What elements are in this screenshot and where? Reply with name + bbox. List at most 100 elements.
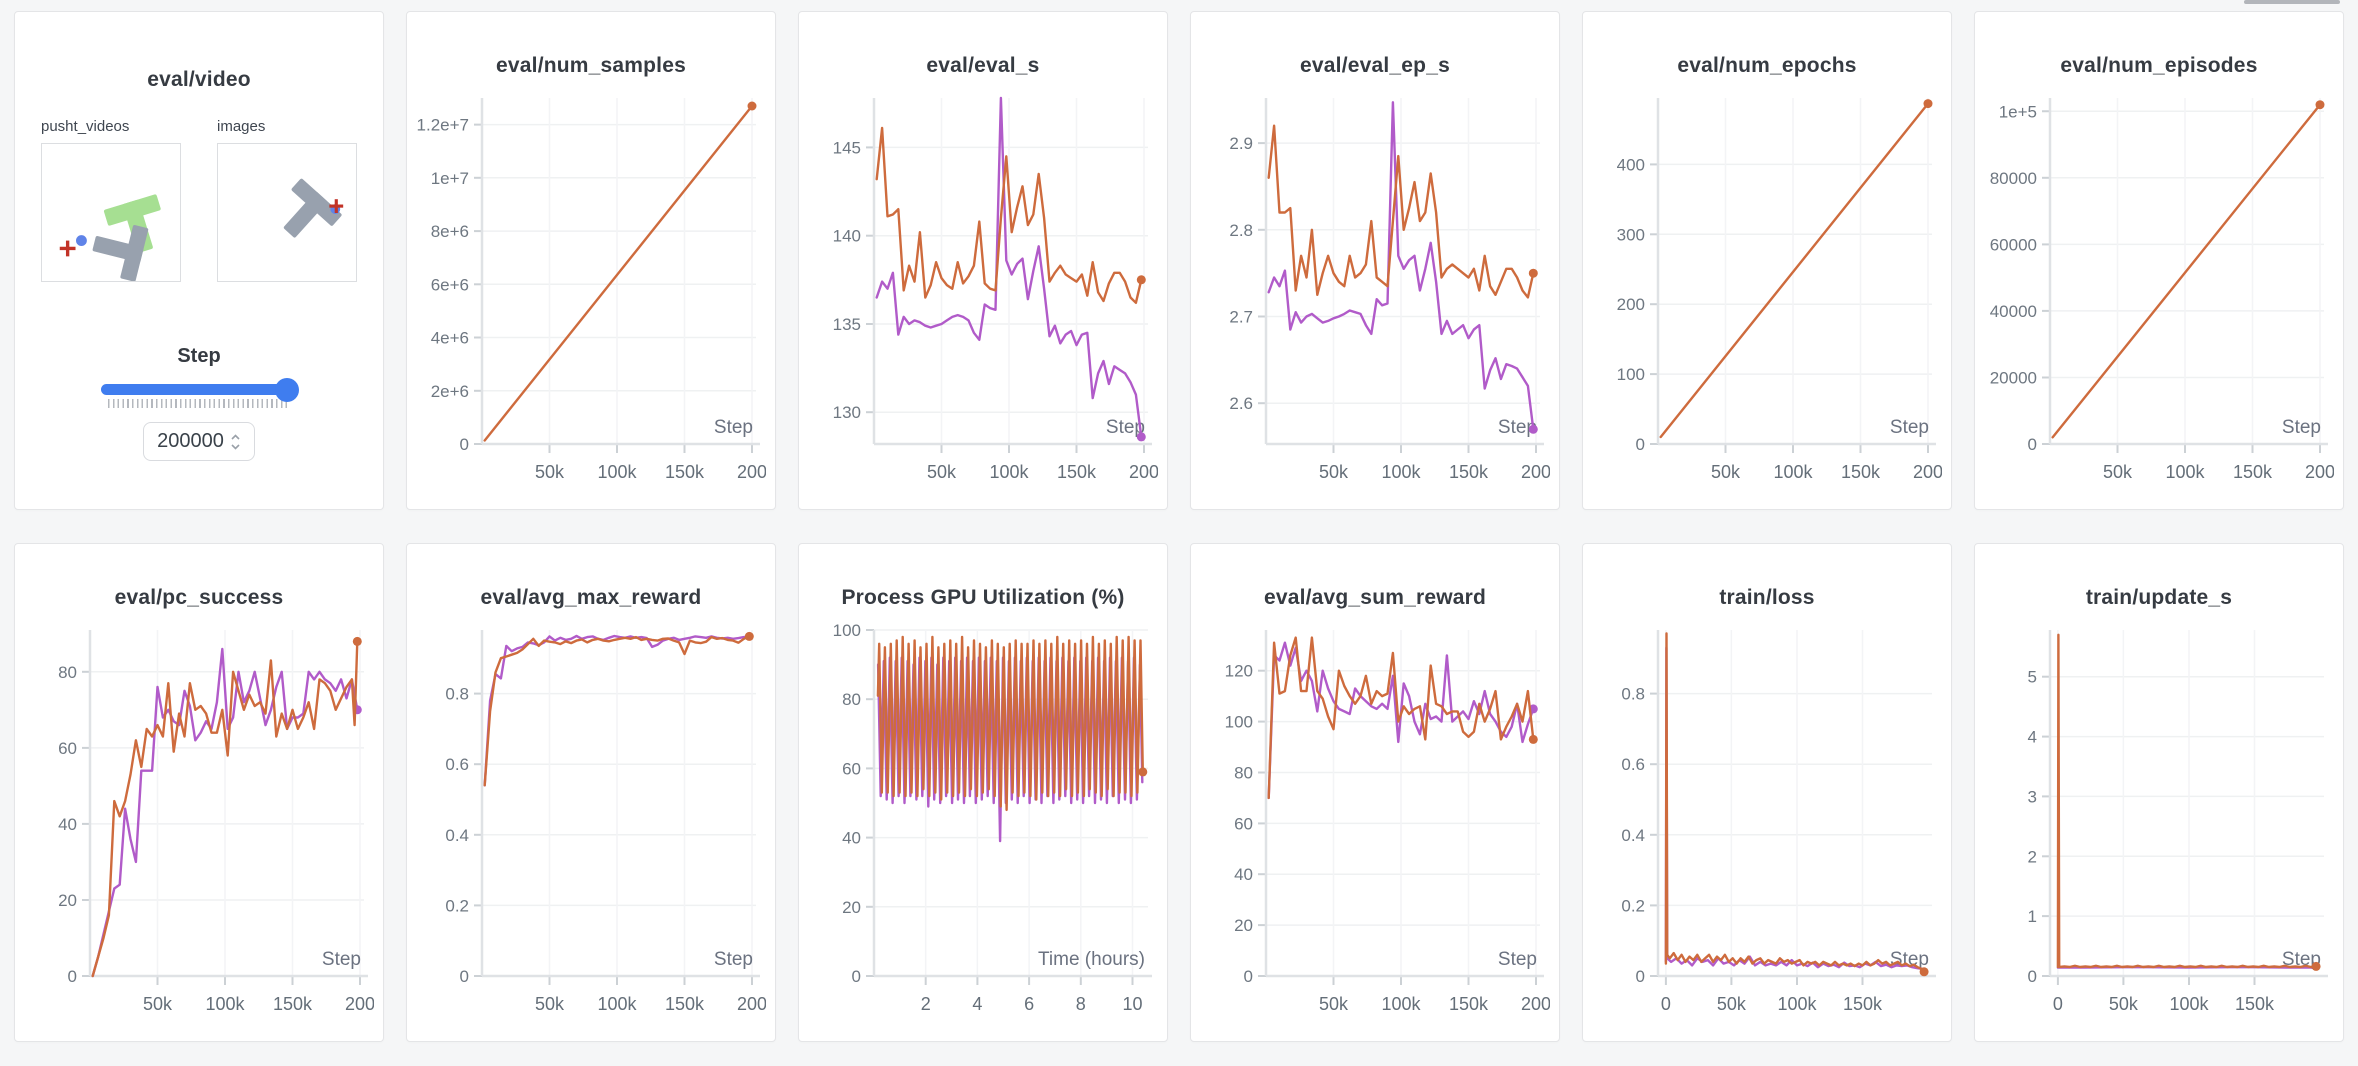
panel-title: eval/video (147, 68, 251, 91)
svg-text:0: 0 (1244, 967, 1253, 986)
chart-panel-gpu-utilization[interactable]: Process GPU Utilization (%) 0 20 40 60 80 100… (798, 543, 1168, 1042)
svg-text:0: 0 (852, 967, 861, 986)
chart-panel-avg-max-reward[interactable]: eval/avg_max_reward 0 0.2 0.4 0.6 0.8 50k 100k… (406, 543, 776, 1042)
svg-text:100: 100 (1225, 713, 1253, 732)
media-label: pusht_videos (41, 118, 130, 135)
chart-panel-eval-ep-s[interactable]: eval/eval_ep_s 2.6 2.7 2.8 2.9 50k 100k 150k 20… (1190, 11, 1560, 510)
step-slider[interactable] (101, 377, 299, 408)
svg-text:300: 300 (1617, 225, 1645, 244)
svg-text:100k: 100k (2169, 994, 2209, 1014)
svg-text:0: 0 (2053, 994, 2063, 1014)
svg-text:40: 40 (1234, 865, 1253, 884)
svg-text:100k: 100k (205, 994, 245, 1014)
slider-track[interactable] (101, 377, 299, 402)
svg-text:200: 200 (1521, 462, 1550, 482)
video-panel[interactable]: eval/video pusht_videos (14, 11, 384, 510)
svg-text:Step: Step (2282, 949, 2321, 970)
step-control: Step 200000 (15, 345, 383, 461)
svg-text:100k: 100k (1773, 462, 1813, 482)
svg-text:150k: 150k (2233, 462, 2273, 482)
svg-text:1: 1 (2028, 907, 2037, 926)
chart-canvas[interactable]: 0 2e+6 4e+6 6e+6 8e+6 1e+7 1.2e+7 50k 100k 150k 20… (416, 92, 767, 502)
chart-title: train/loss (1719, 586, 1815, 609)
svg-text:6e+6: 6e+6 (431, 275, 469, 294)
svg-text:150k: 150k (273, 994, 313, 1014)
agent-dot (76, 235, 87, 247)
chart-canvas[interactable]: 0 1 2 3 4 5 0 50k 100k 150k Step (1984, 624, 2334, 1034)
chart-canvas[interactable]: 0 20000 40000 60000 80000 1e+5 50k 100k 150k 200 S… (1984, 92, 2335, 502)
svg-text:100k: 100k (1777, 994, 1817, 1014)
svg-text:2: 2 (921, 994, 931, 1014)
svg-text:2.6: 2.6 (1229, 394, 1253, 413)
chart-canvas[interactable]: 0 20 40 60 80 100 2 4 6 8 10 Time (hours) (808, 621, 1158, 1034)
pusht-video-thumbnail[interactable] (41, 143, 181, 282)
svg-text:4: 4 (972, 994, 982, 1014)
svg-text:20: 20 (1234, 916, 1253, 935)
svg-text:50k: 50k (1711, 462, 1741, 482)
svg-text:80000: 80000 (1990, 169, 2037, 188)
chart-canvas[interactable]: 0 20 40 60 80 50k 100k 150k 200 Step (24, 624, 375, 1034)
svg-text:100k: 100k (989, 462, 1029, 482)
spinner-arrows-icon[interactable] (230, 432, 241, 452)
svg-text:5: 5 (2028, 668, 2037, 687)
svg-text:100: 100 (1617, 365, 1645, 384)
svg-text:2.8: 2.8 (1229, 221, 1253, 240)
svg-text:40000: 40000 (1990, 302, 2037, 321)
svg-text:60: 60 (58, 739, 77, 758)
svg-text:0: 0 (68, 967, 77, 986)
chart-canvas[interactable]: 0 100 200 300 400 50k 100k 150k 200 Step (1592, 92, 1943, 502)
svg-text:150k: 150k (1449, 994, 1489, 1014)
svg-text:150k: 150k (1843, 994, 1883, 1014)
svg-text:40: 40 (842, 829, 861, 848)
svg-text:0.6: 0.6 (445, 755, 469, 774)
chart-canvas[interactable]: 0 20 40 60 80 100 120 50k 100k 150k 200 Step (1200, 624, 1551, 1034)
chart-title: eval/eval_ep_s (1300, 54, 1450, 77)
chart-panel-num-episodes[interactable]: eval/num_episodes 0 20000 40000 60000 80000 1… (1974, 11, 2344, 510)
media-item-images[interactable]: images (217, 118, 357, 287)
svg-text:2e+6: 2e+6 (431, 382, 469, 401)
media-item-pusht-videos[interactable]: pusht_videos (41, 118, 181, 287)
slider-thumb[interactable] (275, 377, 299, 402)
svg-text:100k: 100k (1381, 994, 1421, 1014)
chart-panel-eval-s[interactable]: eval/eval_s 130 135 140 145 50k 100k 150k 200 St… (798, 11, 1168, 510)
svg-text:200: 200 (1129, 462, 1158, 482)
svg-text:50k: 50k (927, 462, 957, 482)
chart-canvas[interactable]: 0 0.2 0.4 0.6 0.8 0 50k 100k 150k Step (1592, 624, 1942, 1034)
chart-panel-train-loss[interactable]: train/loss 0 0.2 0.4 0.6 0.8 0 50k 100k 150k Step (1582, 543, 1952, 1042)
chart-title: eval/avg_max_reward (480, 586, 702, 609)
images-thumbnail[interactable] (217, 143, 357, 282)
svg-text:6: 6 (1024, 994, 1034, 1014)
media-label: images (217, 118, 266, 135)
svg-text:8: 8 (1076, 994, 1086, 1014)
svg-text:50k: 50k (1717, 994, 1747, 1014)
svg-text:10: 10 (1122, 994, 1142, 1014)
media-row: pusht_videos image (15, 118, 383, 287)
svg-text:0: 0 (2028, 967, 2037, 986)
chart-canvas[interactable]: 130 135 140 145 50k 100k 150k 200 Step (808, 92, 1159, 502)
svg-text:145: 145 (833, 138, 861, 157)
chart-panel-num-samples[interactable]: eval/num_samples 0 2e+6 4e+6 6e+6 8e+6 1e+7 1.… (406, 11, 776, 510)
svg-text:100k: 100k (597, 994, 637, 1014)
svg-text:0: 0 (1636, 435, 1645, 454)
chart-title: train/update_s (2085, 586, 2233, 609)
svg-text:50k: 50k (1319, 994, 1349, 1014)
svg-text:4: 4 (2028, 728, 2037, 747)
svg-text:20: 20 (58, 891, 77, 910)
chart-canvas[interactable]: 0 0.2 0.4 0.6 0.8 50k 100k 150k 200 Step (416, 624, 767, 1034)
chart-canvas[interactable]: 2.6 2.7 2.8 2.9 50k 100k 150k 200 Step (1200, 92, 1551, 502)
chart-panel-train-update-s[interactable]: train/update_s 0 1 2 3 4 5 0 50k 100k 150k Step (1974, 543, 2344, 1042)
chart-panel-num-epochs[interactable]: eval/num_epochs 0 100 200 300 400 50k 100k 150k… (1582, 11, 1952, 510)
chart-panel-pc-success[interactable]: eval/pc_success 0 20 40 60 80 50k 100k 150k 200 S… (14, 543, 384, 1042)
svg-text:100k: 100k (597, 462, 637, 482)
step-value-input[interactable]: 200000 (143, 422, 255, 461)
chart-title: eval/num_samples (496, 54, 686, 77)
svg-text:150k: 150k (665, 462, 705, 482)
chart-panel-avg-sum-reward[interactable]: eval/avg_sum_reward 0 20 40 60 80 100 120 50k 10… (1190, 543, 1560, 1042)
horizontal-scrollbar-thumb[interactable] (2244, 0, 2340, 4)
svg-text:1.2e+7: 1.2e+7 (417, 116, 469, 135)
gray-t-shape (283, 178, 342, 238)
gray-t-shape (92, 225, 149, 282)
svg-text:200: 200 (737, 462, 766, 482)
svg-text:0.8: 0.8 (445, 685, 469, 704)
